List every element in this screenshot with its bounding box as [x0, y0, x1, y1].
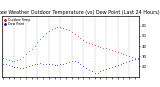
Legend: Outdoor Temp, Dew Point: Outdoor Temp, Dew Point — [3, 17, 31, 27]
Title: Milwaukee Weather Outdoor Temperature (vs) Dew Point (Last 24 Hours): Milwaukee Weather Outdoor Temperature (v… — [0, 10, 160, 15]
